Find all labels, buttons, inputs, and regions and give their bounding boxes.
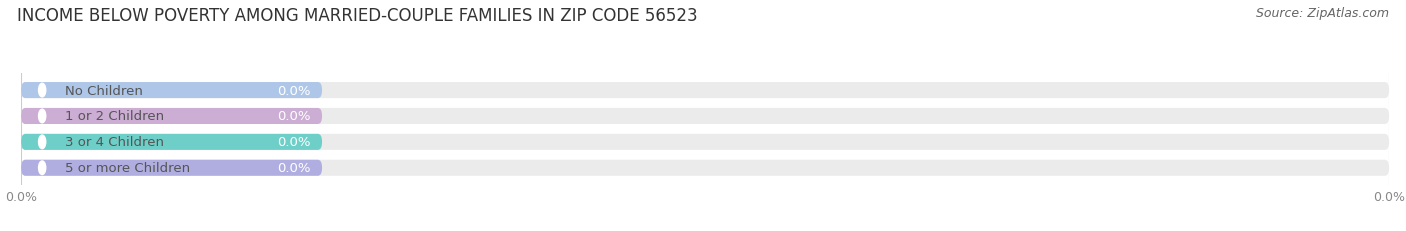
Circle shape xyxy=(38,161,46,175)
Circle shape xyxy=(38,110,46,123)
Text: 1 or 2 Children: 1 or 2 Children xyxy=(65,110,165,123)
FancyBboxPatch shape xyxy=(21,134,322,150)
FancyBboxPatch shape xyxy=(21,109,1389,125)
Text: 0.0%: 0.0% xyxy=(277,161,311,174)
FancyBboxPatch shape xyxy=(21,83,322,99)
Text: 3 or 4 Children: 3 or 4 Children xyxy=(65,136,165,149)
Text: No Children: No Children xyxy=(65,84,143,97)
Circle shape xyxy=(38,135,46,149)
FancyBboxPatch shape xyxy=(21,83,1389,99)
Text: 0.0%: 0.0% xyxy=(277,136,311,149)
Circle shape xyxy=(38,84,46,97)
FancyBboxPatch shape xyxy=(21,160,322,176)
Text: 0.0%: 0.0% xyxy=(277,110,311,123)
Text: 5 or more Children: 5 or more Children xyxy=(65,161,190,174)
FancyBboxPatch shape xyxy=(21,109,322,125)
Text: 0.0%: 0.0% xyxy=(277,84,311,97)
Text: INCOME BELOW POVERTY AMONG MARRIED-COUPLE FAMILIES IN ZIP CODE 56523: INCOME BELOW POVERTY AMONG MARRIED-COUPL… xyxy=(17,7,697,25)
Text: Source: ZipAtlas.com: Source: ZipAtlas.com xyxy=(1256,7,1389,20)
FancyBboxPatch shape xyxy=(21,160,1389,176)
FancyBboxPatch shape xyxy=(21,134,1389,150)
